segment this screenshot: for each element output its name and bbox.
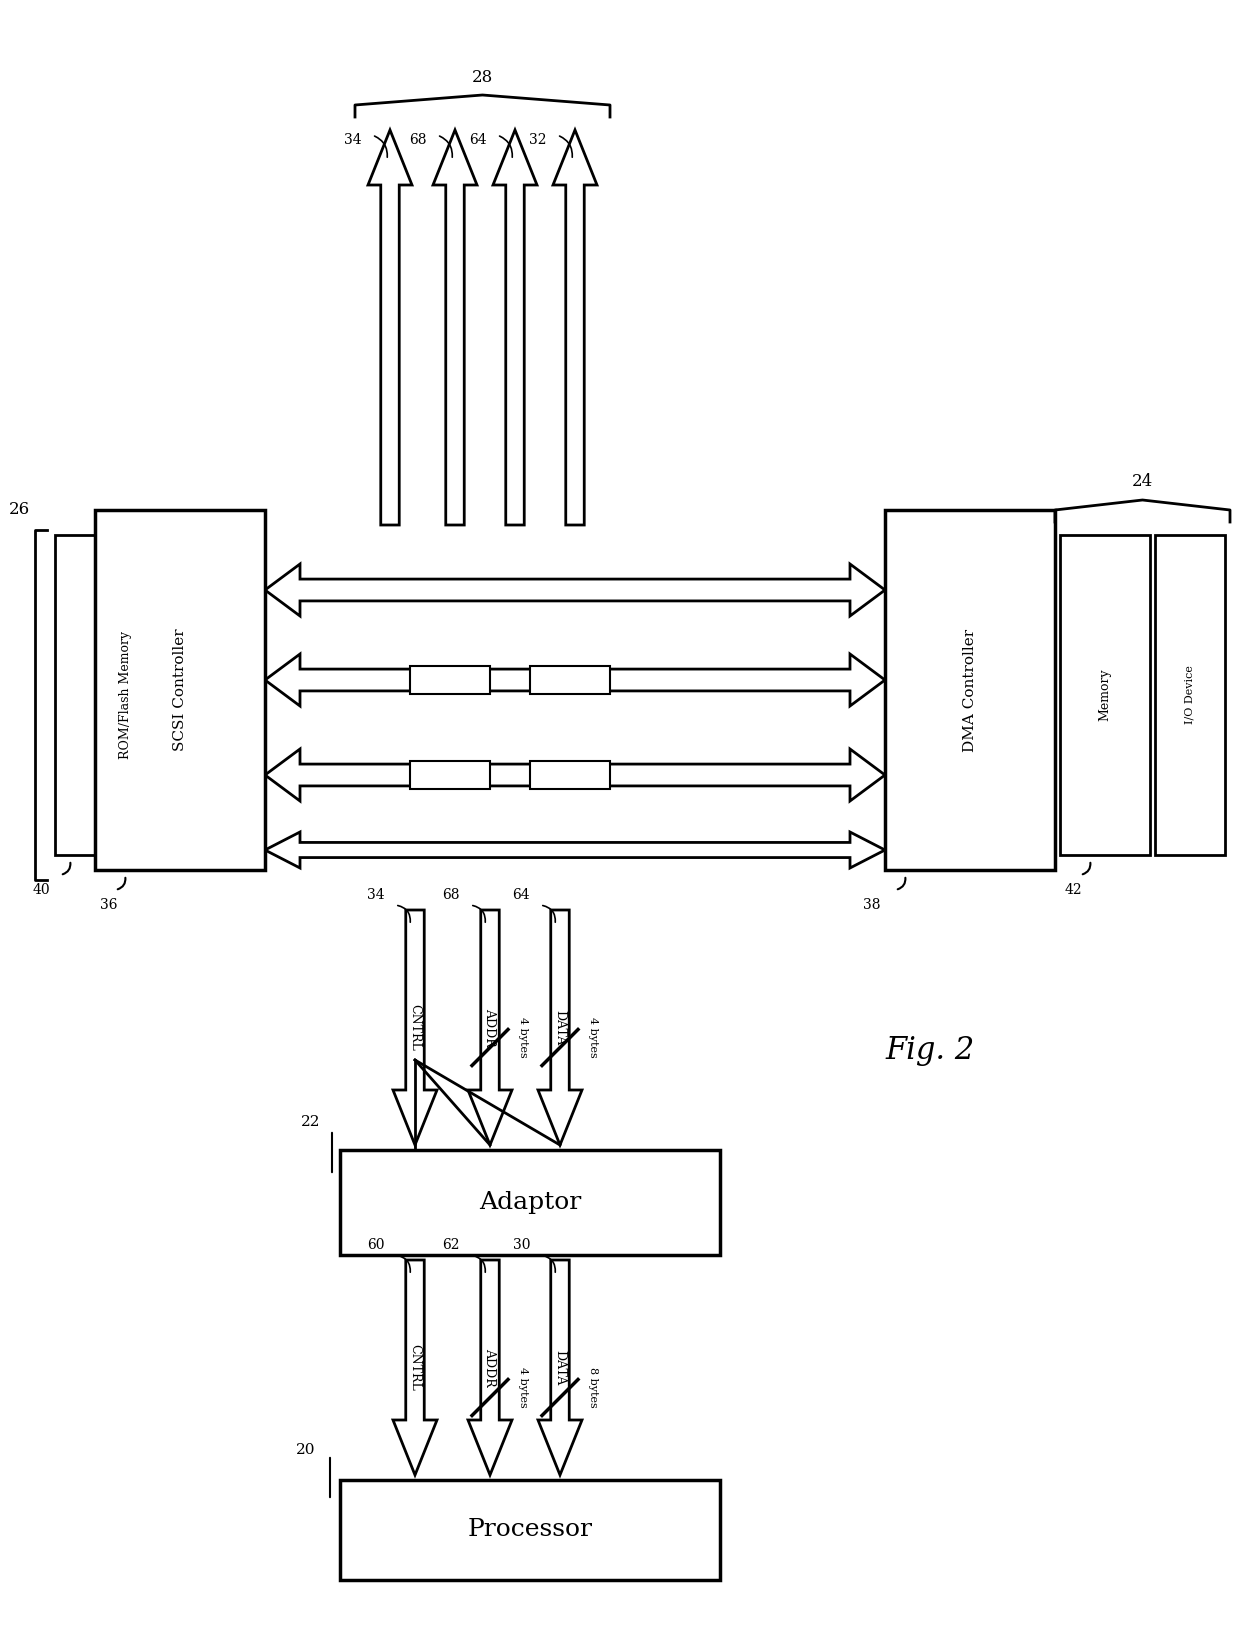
Text: ROM/Flash Memory: ROM/Flash Memory bbox=[119, 631, 131, 759]
Polygon shape bbox=[433, 130, 477, 526]
Text: 26: 26 bbox=[9, 501, 30, 519]
Bar bbox=[529, 665, 610, 693]
Text: 62: 62 bbox=[443, 1237, 460, 1252]
Text: DATA: DATA bbox=[553, 1010, 567, 1045]
Bar bbox=[1060, 536, 1149, 854]
Text: 28: 28 bbox=[472, 69, 494, 85]
Text: 4 bytes: 4 bytes bbox=[518, 1017, 528, 1058]
Text: 4 bytes: 4 bytes bbox=[588, 1017, 598, 1058]
Text: DATA: DATA bbox=[553, 1351, 567, 1385]
Text: 4 bytes: 4 bytes bbox=[518, 1367, 528, 1408]
Bar bbox=[885, 509, 1055, 871]
Text: Processor: Processor bbox=[467, 1518, 593, 1541]
Polygon shape bbox=[538, 910, 582, 1145]
Text: 24: 24 bbox=[1132, 473, 1153, 491]
Text: 42: 42 bbox=[1065, 882, 1083, 897]
Text: 34: 34 bbox=[367, 887, 384, 902]
Bar bbox=[340, 1150, 720, 1255]
Text: 38: 38 bbox=[863, 899, 880, 912]
Text: ADDR: ADDR bbox=[484, 1009, 496, 1047]
Polygon shape bbox=[265, 654, 885, 706]
Text: ADDR: ADDR bbox=[484, 1349, 496, 1387]
Text: 30: 30 bbox=[512, 1237, 529, 1252]
Polygon shape bbox=[265, 564, 885, 616]
Bar bbox=[95, 509, 265, 871]
Polygon shape bbox=[393, 1260, 436, 1475]
Polygon shape bbox=[494, 130, 537, 526]
Polygon shape bbox=[265, 831, 885, 868]
Text: 60: 60 bbox=[367, 1237, 384, 1252]
Polygon shape bbox=[467, 910, 512, 1145]
Text: SCSI Controller: SCSI Controller bbox=[174, 629, 187, 751]
Text: CNTRL: CNTRL bbox=[408, 1344, 422, 1392]
Text: Fig. 2: Fig. 2 bbox=[885, 1035, 975, 1066]
Text: 34: 34 bbox=[345, 133, 362, 146]
Text: 22: 22 bbox=[300, 1116, 320, 1129]
Bar bbox=[340, 1480, 720, 1581]
Text: Adaptor: Adaptor bbox=[479, 1191, 582, 1214]
Text: 40: 40 bbox=[32, 882, 50, 897]
Bar bbox=[1154, 536, 1225, 854]
Text: 68: 68 bbox=[443, 887, 460, 902]
Text: I/O Device: I/O Device bbox=[1185, 665, 1195, 725]
Text: 36: 36 bbox=[100, 899, 118, 912]
Text: 20: 20 bbox=[295, 1443, 315, 1457]
Polygon shape bbox=[467, 1260, 512, 1475]
Polygon shape bbox=[553, 130, 596, 526]
Bar bbox=[529, 761, 610, 789]
Polygon shape bbox=[265, 749, 885, 802]
Polygon shape bbox=[368, 130, 412, 526]
Text: 8 bytes: 8 bytes bbox=[588, 1367, 598, 1408]
Polygon shape bbox=[393, 910, 436, 1145]
Polygon shape bbox=[538, 1260, 582, 1475]
Text: 64: 64 bbox=[470, 133, 487, 146]
Text: CNTRL: CNTRL bbox=[408, 1004, 422, 1052]
Text: DMA Controller: DMA Controller bbox=[963, 628, 977, 751]
Bar bbox=[410, 665, 490, 693]
Bar bbox=[55, 536, 195, 854]
Text: 32: 32 bbox=[529, 133, 547, 146]
Text: 68: 68 bbox=[409, 133, 427, 146]
Bar bbox=[410, 761, 490, 789]
Text: 64: 64 bbox=[512, 887, 529, 902]
Text: Memory: Memory bbox=[1099, 669, 1111, 721]
